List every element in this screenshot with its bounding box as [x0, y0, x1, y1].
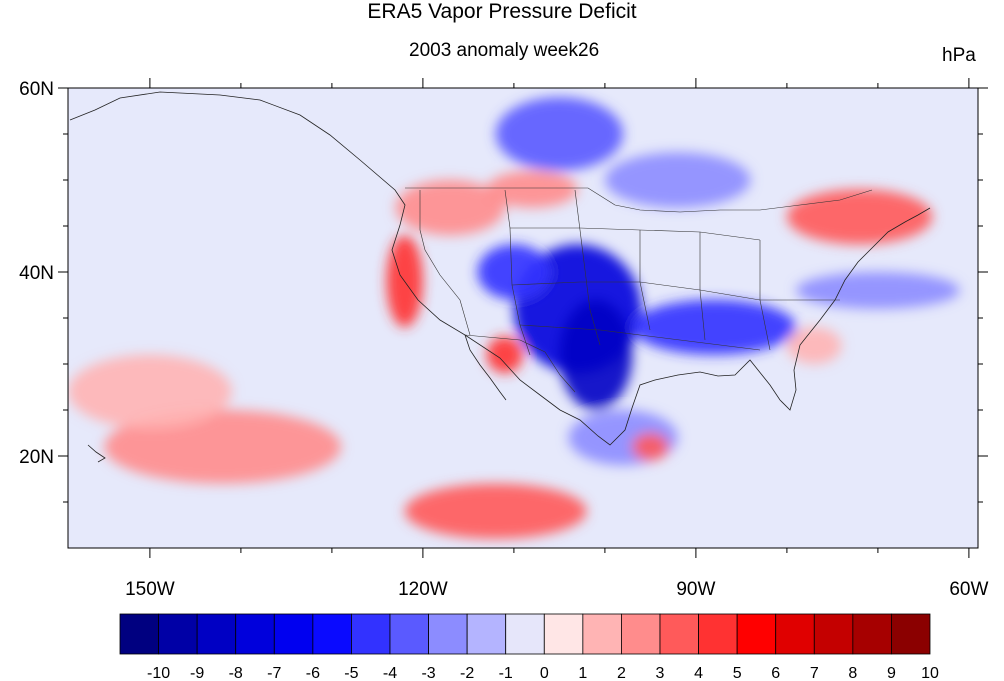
colorbar-swatch-20: [891, 613, 931, 655]
colorbar-swatch-12: [582, 613, 622, 655]
colorbar-swatch-6: [351, 613, 391, 655]
colorbar-swatch-5: [312, 613, 352, 655]
colorbar-swatch-0: [119, 613, 159, 655]
colorbar-swatch-13: [621, 613, 661, 655]
anomaly-region-9: [486, 336, 523, 374]
lon-tick-label-1: 120W: [398, 579, 448, 600]
colorbar-label-4: -6: [306, 665, 320, 681]
anomaly-region-2: [632, 299, 796, 355]
anomaly-region-12: [786, 189, 933, 245]
colorbar-label-14: 4: [694, 665, 703, 681]
anomaly-region-5: [604, 152, 751, 208]
map-subtitle: 2003 anomaly week26: [409, 40, 600, 61]
colorbar-label-2: -8: [229, 665, 243, 681]
colorbar-swatch-1: [158, 613, 198, 655]
colorbar-label-10: 0: [540, 665, 549, 681]
lat-tick-label-1: 40N: [19, 263, 54, 284]
lat-tick-label-0: 60N: [19, 79, 54, 100]
colorbar-label-1: -9: [190, 665, 204, 681]
colorbar-swatch-19: [852, 613, 892, 655]
colorbar-label-0: -10: [147, 665, 170, 681]
anomaly-region-16: [632, 433, 669, 461]
units-label: hPa: [942, 45, 976, 66]
colorbar-label-13: 3: [656, 665, 665, 681]
political-borders: [405, 187, 873, 393]
anomaly-region-7: [796, 272, 960, 309]
colorbar-swatch-9: [466, 613, 507, 655]
colorbar-label-15: 5: [733, 665, 742, 681]
colorbar-label-17: 7: [810, 665, 819, 681]
colorbar-swatch-14: [659, 613, 699, 655]
anomaly-region-3: [477, 244, 551, 300]
colorbar-swatch-7: [389, 613, 429, 655]
anomaly-region-10: [395, 180, 505, 236]
lon-tick-label-0: 150W: [125, 579, 175, 600]
colorbar-swatch-2: [196, 613, 237, 655]
colorbar-label-8: -2: [460, 665, 474, 681]
colorbar-swatch-18: [813, 613, 854, 655]
colorbar: -10 -9 -8 -7 -6 -5 -4 -3 -2 -1 0 1 2 3 4 5 6 7 8 9 10: [119, 613, 939, 681]
colorbar-label-18: 8: [848, 665, 857, 681]
colorbar-label-3: -7: [267, 665, 281, 681]
lat-tick-label-2: 20N: [19, 447, 54, 468]
colorbar-label-20: 10: [921, 665, 939, 681]
colorbar-label-11: 1: [578, 665, 587, 681]
lon-tick-label-3: 60W: [949, 579, 988, 600]
anomaly-region-13: [404, 483, 587, 539]
colorbar-label-12: 2: [617, 665, 626, 681]
coastlines: [69, 91, 931, 463]
colorbar-label-7: -3: [421, 665, 435, 681]
colorbar-swatch-4: [273, 613, 314, 655]
colorbar-label-9: -1: [499, 665, 513, 681]
anomaly-region-14: [104, 410, 341, 484]
colorbar-label-6: -4: [383, 665, 397, 681]
colorbar-label-16: 6: [771, 665, 780, 681]
anomaly-region-11: [486, 170, 578, 208]
anomaly-region-4: [495, 97, 624, 171]
colorbar-swatch-10: [505, 613, 545, 655]
colorbar-swatch-15: [698, 613, 738, 655]
colorbar-label-19: 9: [887, 665, 896, 681]
lon-tick-label-2: 90W: [676, 579, 715, 600]
anomaly-region-1: [559, 299, 633, 410]
map-title: ERA5 Vapor Pressure Deficit: [367, 0, 637, 23]
anomaly-region-17: [786, 327, 842, 364]
colorbar-label-5: -5: [344, 665, 358, 681]
map-axes: 60N 40N 20N 150W 120W 90W 60W: [19, 78, 988, 600]
anomaly-region-15: [68, 354, 232, 429]
colorbar-swatch-3: [235, 613, 275, 655]
colorbar-swatch-17: [775, 613, 815, 655]
anomaly-field: [68, 97, 960, 539]
colorbar-swatch-16: [736, 613, 777, 655]
colorbar-swatch-8: [428, 613, 468, 655]
colorbar-swatch-11: [543, 613, 584, 655]
